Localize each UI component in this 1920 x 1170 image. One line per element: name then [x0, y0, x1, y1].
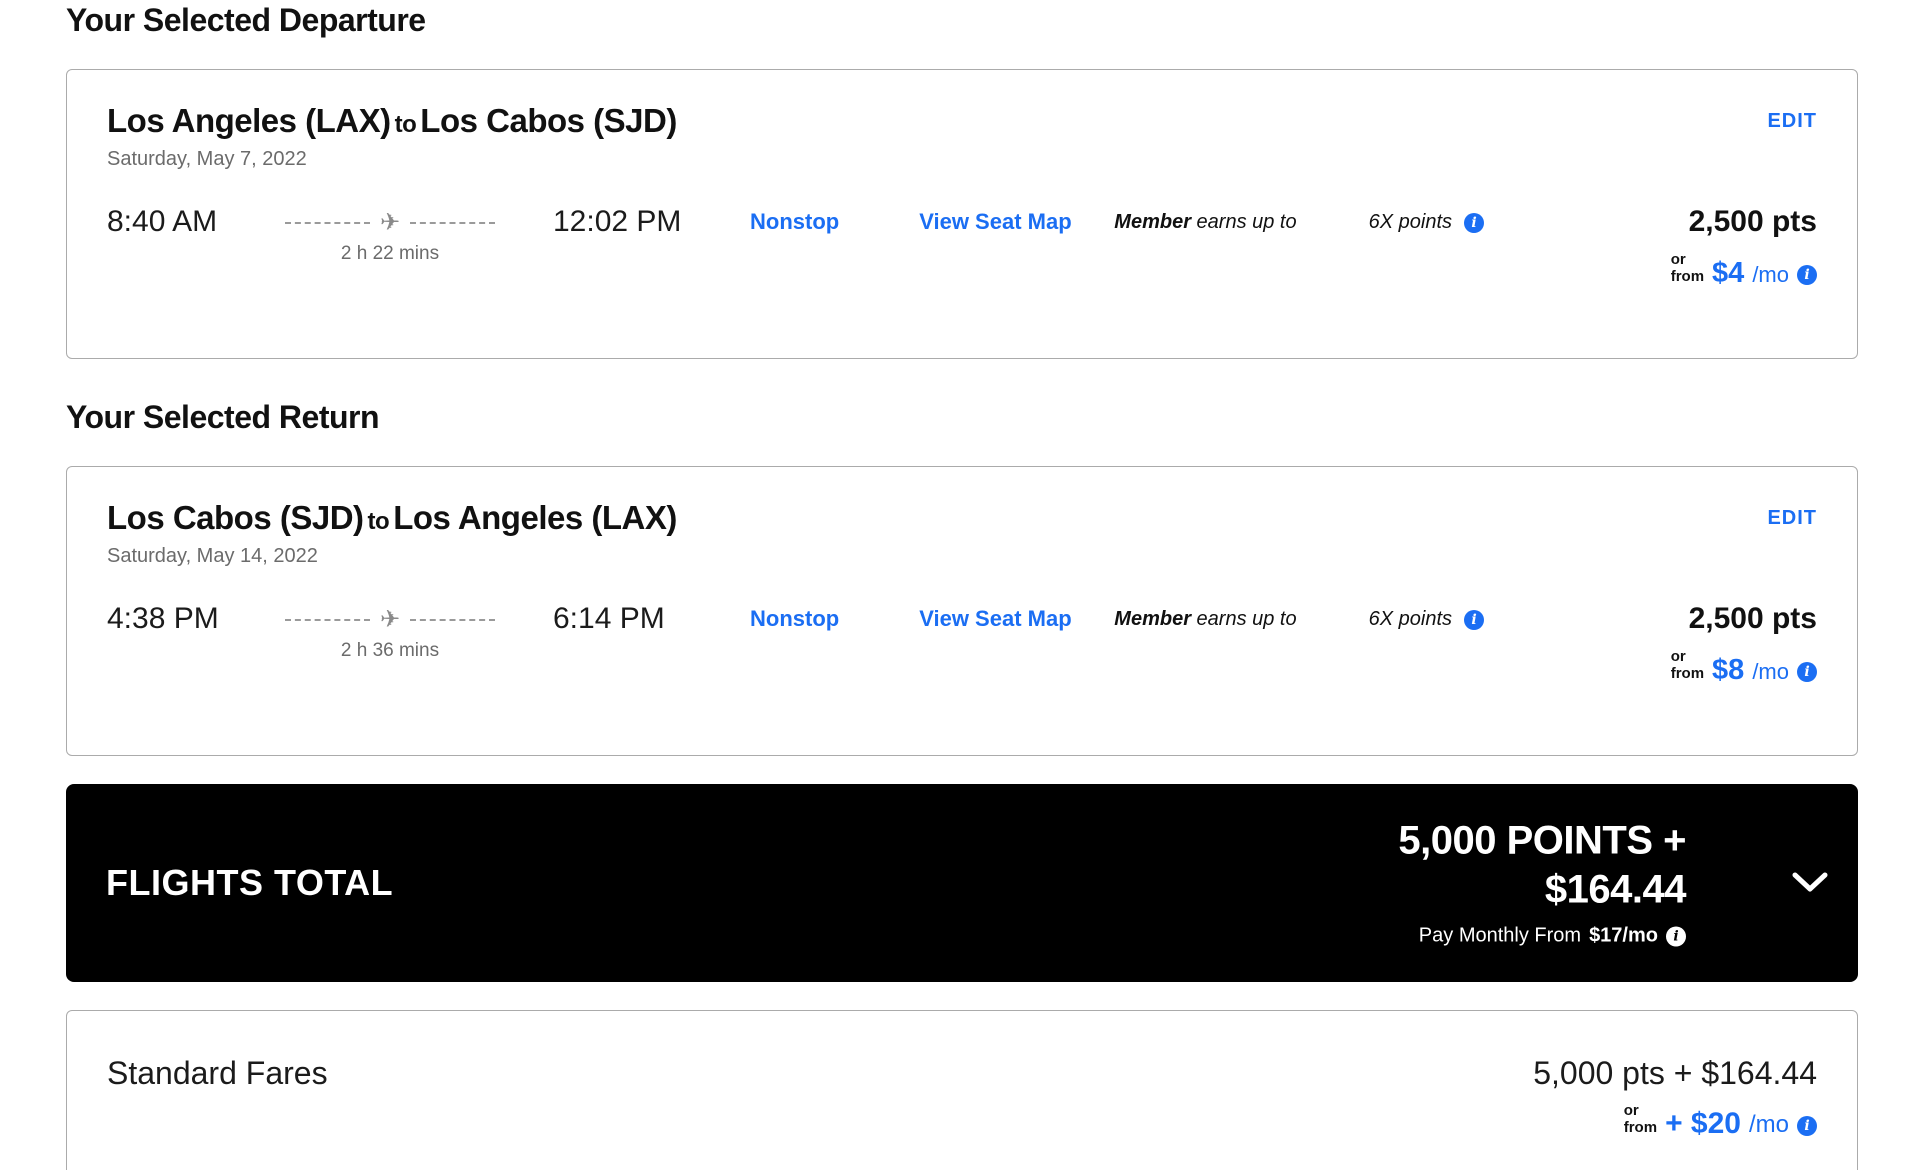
return-points-total: 2,500 pts: [1688, 602, 1817, 635]
route-connector: to: [394, 111, 417, 138]
total-points-line: 5,000 POINTS +: [1398, 818, 1686, 863]
departure-flight-row: 8:40 AM ✈ 2 h 22 mins 12:02 PM Nonstop V…: [107, 205, 1817, 288]
flights-total-label: FLIGHTS TOTAL: [106, 862, 394, 903]
departure-route-title: Los Angeles (LAX) to Los Cabos (SJD): [107, 102, 677, 140]
member-label: Member: [1114, 608, 1191, 630]
return-depart-time: 4:38 PM: [107, 602, 219, 635]
return-route-title: Los Cabos (SJD) to Los Angeles (LAX): [107, 499, 677, 537]
return-section-heading: Your Selected Return: [66, 399, 380, 435]
departure-card-header: Los Angeles (LAX) to Los Cabos (SJD) Satur…: [107, 102, 1817, 171]
departure-monthly-line: or from $4/mo i: [1602, 251, 1817, 288]
chevron-down-icon[interactable]: [1792, 872, 1828, 894]
points-rate-label: 6X points: [1368, 211, 1452, 233]
return-monthly-suffix: /mo: [1752, 659, 1789, 685]
pay-monthly-info-icon[interactable]: i: [1666, 926, 1686, 946]
return-date: Saturday, May 14, 2022: [107, 545, 318, 567]
or-label: or: [1623, 1102, 1639, 1119]
standard-fares-monthly-info-icon[interactable]: i: [1797, 1115, 1817, 1136]
earns-up-to-label: earns up to: [1190, 211, 1297, 233]
departure-date: Saturday, May 7, 2022: [107, 148, 307, 170]
return-monthly-info-icon[interactable]: i: [1797, 661, 1817, 682]
departure-destination: Los Cabos (SJD): [420, 102, 677, 139]
member-earns-text: Member earns up to: [1114, 211, 1296, 234]
return-destination: Los Angeles (LAX): [393, 499, 677, 536]
route-connector: to: [367, 508, 390, 535]
departure-nonstop-link[interactable]: Nonstop: [750, 209, 840, 234]
departure-points-rate-group: 6X points i: [1369, 211, 1484, 234]
points-rate-info-icon[interactable]: i: [1464, 609, 1484, 630]
or-label: or: [1670, 251, 1686, 268]
return-price-block: 2,500 pts or from $8/mo i: [1602, 602, 1817, 685]
return-view-seat-map-link[interactable]: View Seat Map: [919, 606, 1072, 631]
departure-price-block: 2,500 pts or from $4/mo i: [1602, 205, 1817, 288]
return-edit-button[interactable]: EDIT: [1767, 507, 1817, 529]
return-arrive-time: 6:14 PM: [553, 602, 665, 635]
airplane-icon: ✈: [379, 209, 401, 236]
return-points-rate-group: 6X points i: [1369, 608, 1484, 631]
return-route-block: Los Cabos (SJD) to Los Angeles (LAX) Satur…: [107, 499, 677, 568]
standard-fares-price: 5,000 pts + $164.44: [1533, 1055, 1817, 1091]
departure-points-total: 2,500 pts: [1688, 205, 1817, 238]
standard-fares-price-block: 5,000 pts + $164.44 or from + $20/mo i: [1533, 1055, 1817, 1139]
points-rate-label: 6X points: [1368, 608, 1452, 630]
departure-flight-card: Los Angeles (LAX) to Los Cabos (SJD) Satur…: [66, 69, 1858, 359]
standard-fares-monthly-amount: + $20: [1665, 1106, 1741, 1140]
from-label: from: [1670, 268, 1705, 286]
departure-edit-button[interactable]: EDIT: [1767, 110, 1817, 132]
return-earn-cluster: Member earns up to 6X points i: [1114, 608, 1484, 631]
return-card-header: Los Cabos (SJD) to Los Angeles (LAX) Satur…: [107, 499, 1817, 568]
standard-fares-card: Standard Fares 5,000 pts + $164.44 or fr…: [66, 1010, 1858, 1170]
flight-path-divider: ✈: [285, 606, 496, 633]
dash-segment: [285, 619, 370, 621]
standard-fares-monthly-suffix: /mo: [1748, 1111, 1789, 1139]
return-nonstop-link[interactable]: Nonstop: [750, 606, 840, 631]
or-from-label: or from: [1671, 648, 1704, 685]
dash-segment: [410, 222, 496, 224]
from-label: from: [1670, 665, 1705, 683]
flights-total-bar: FLIGHTS TOTAL 5,000 POINTS + $164.44 Pay…: [66, 784, 1858, 982]
dash-segment: [285, 222, 370, 224]
points-rate-info-icon[interactable]: i: [1464, 212, 1484, 233]
return-origin: Los Cabos (SJD): [107, 499, 364, 536]
return-flight-card: Los Cabos (SJD) to Los Angeles (LAX) Satur…: [66, 466, 1858, 756]
member-earns-text: Member earns up to: [1114, 608, 1296, 631]
departure-earn-cluster: Member earns up to 6X points i: [1114, 211, 1484, 234]
earns-up-to-label: earns up to: [1190, 608, 1297, 630]
standard-fares-title: Standard Fares: [107, 1055, 328, 1091]
pay-monthly-amount: $17/mo: [1589, 924, 1658, 947]
departure-duration: 2 h 22 mins: [340, 243, 440, 264]
departure-view-seat-map-link[interactable]: View Seat Map: [919, 209, 1072, 234]
departure-section-heading: Your Selected Departure: [66, 2, 426, 38]
departure-depart-time: 8:40 AM: [107, 205, 218, 238]
pay-monthly-line: Pay Monthly From $17/mo i: [1398, 925, 1686, 948]
booking-summary-page: Your Selected Departure Los Angeles (LAX…: [66, 0, 1858, 1170]
from-label: from: [1623, 1119, 1658, 1137]
departure-arrive-time: 12:02 PM: [553, 205, 682, 238]
pay-monthly-prefix: Pay Monthly From: [1418, 924, 1582, 947]
standard-fares-monthly-line: or from + $20/mo i: [1533, 1102, 1817, 1139]
departure-route-graphic: ✈ 2 h 22 mins: [285, 205, 496, 265]
departure-monthly-amount: $4: [1712, 256, 1745, 289]
return-duration: 2 h 36 mins: [340, 640, 440, 661]
dash-segment: [410, 619, 496, 621]
airplane-icon: ✈: [379, 606, 401, 633]
total-cash-line: $164.44: [1544, 867, 1687, 912]
return-flight-row: 4:38 PM ✈ 2 h 36 mins 6:14 PM Nonstop Vi…: [107, 602, 1817, 685]
departure-route-block: Los Angeles (LAX) to Los Cabos (SJD) Satur…: [107, 102, 677, 171]
or-label: or: [1670, 648, 1686, 665]
member-label: Member: [1114, 211, 1191, 233]
return-monthly-line: or from $8/mo i: [1602, 648, 1817, 685]
or-from-label: or from: [1671, 251, 1704, 288]
flight-path-divider: ✈: [285, 209, 496, 236]
departure-monthly-info-icon[interactable]: i: [1797, 264, 1817, 285]
flights-total-amounts: 5,000 POINTS + $164.44 Pay Monthly From $…: [1398, 819, 1686, 948]
departure-monthly-suffix: /mo: [1752, 262, 1789, 288]
departure-origin: Los Angeles (LAX): [107, 102, 391, 139]
or-from-label: or from: [1624, 1102, 1657, 1139]
return-route-graphic: ✈ 2 h 36 mins: [285, 602, 496, 662]
return-monthly-amount: $8: [1712, 653, 1745, 686]
